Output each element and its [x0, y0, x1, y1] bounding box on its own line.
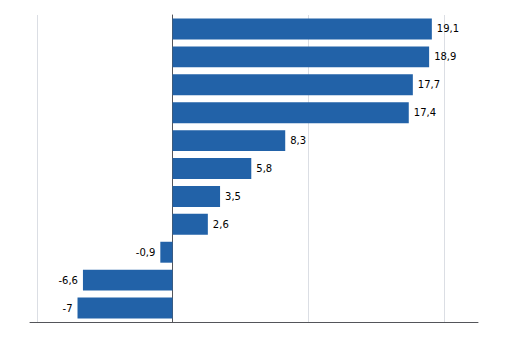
- svg-text:19,1: 19,1: [437, 23, 459, 34]
- svg-text:17,7: 17,7: [418, 79, 440, 90]
- svg-text:-0,9: -0,9: [136, 247, 156, 258]
- svg-text:2,6: 2,6: [213, 219, 229, 230]
- svg-text:-7: -7: [63, 303, 73, 314]
- svg-text:18,9: 18,9: [434, 51, 456, 62]
- svg-text:5,8: 5,8: [256, 163, 272, 174]
- svg-text:8,3: 8,3: [290, 135, 306, 146]
- svg-text:3,5: 3,5: [225, 191, 241, 202]
- svg-text:-6,6: -6,6: [58, 275, 78, 286]
- svg-text:17,4: 17,4: [414, 107, 436, 118]
